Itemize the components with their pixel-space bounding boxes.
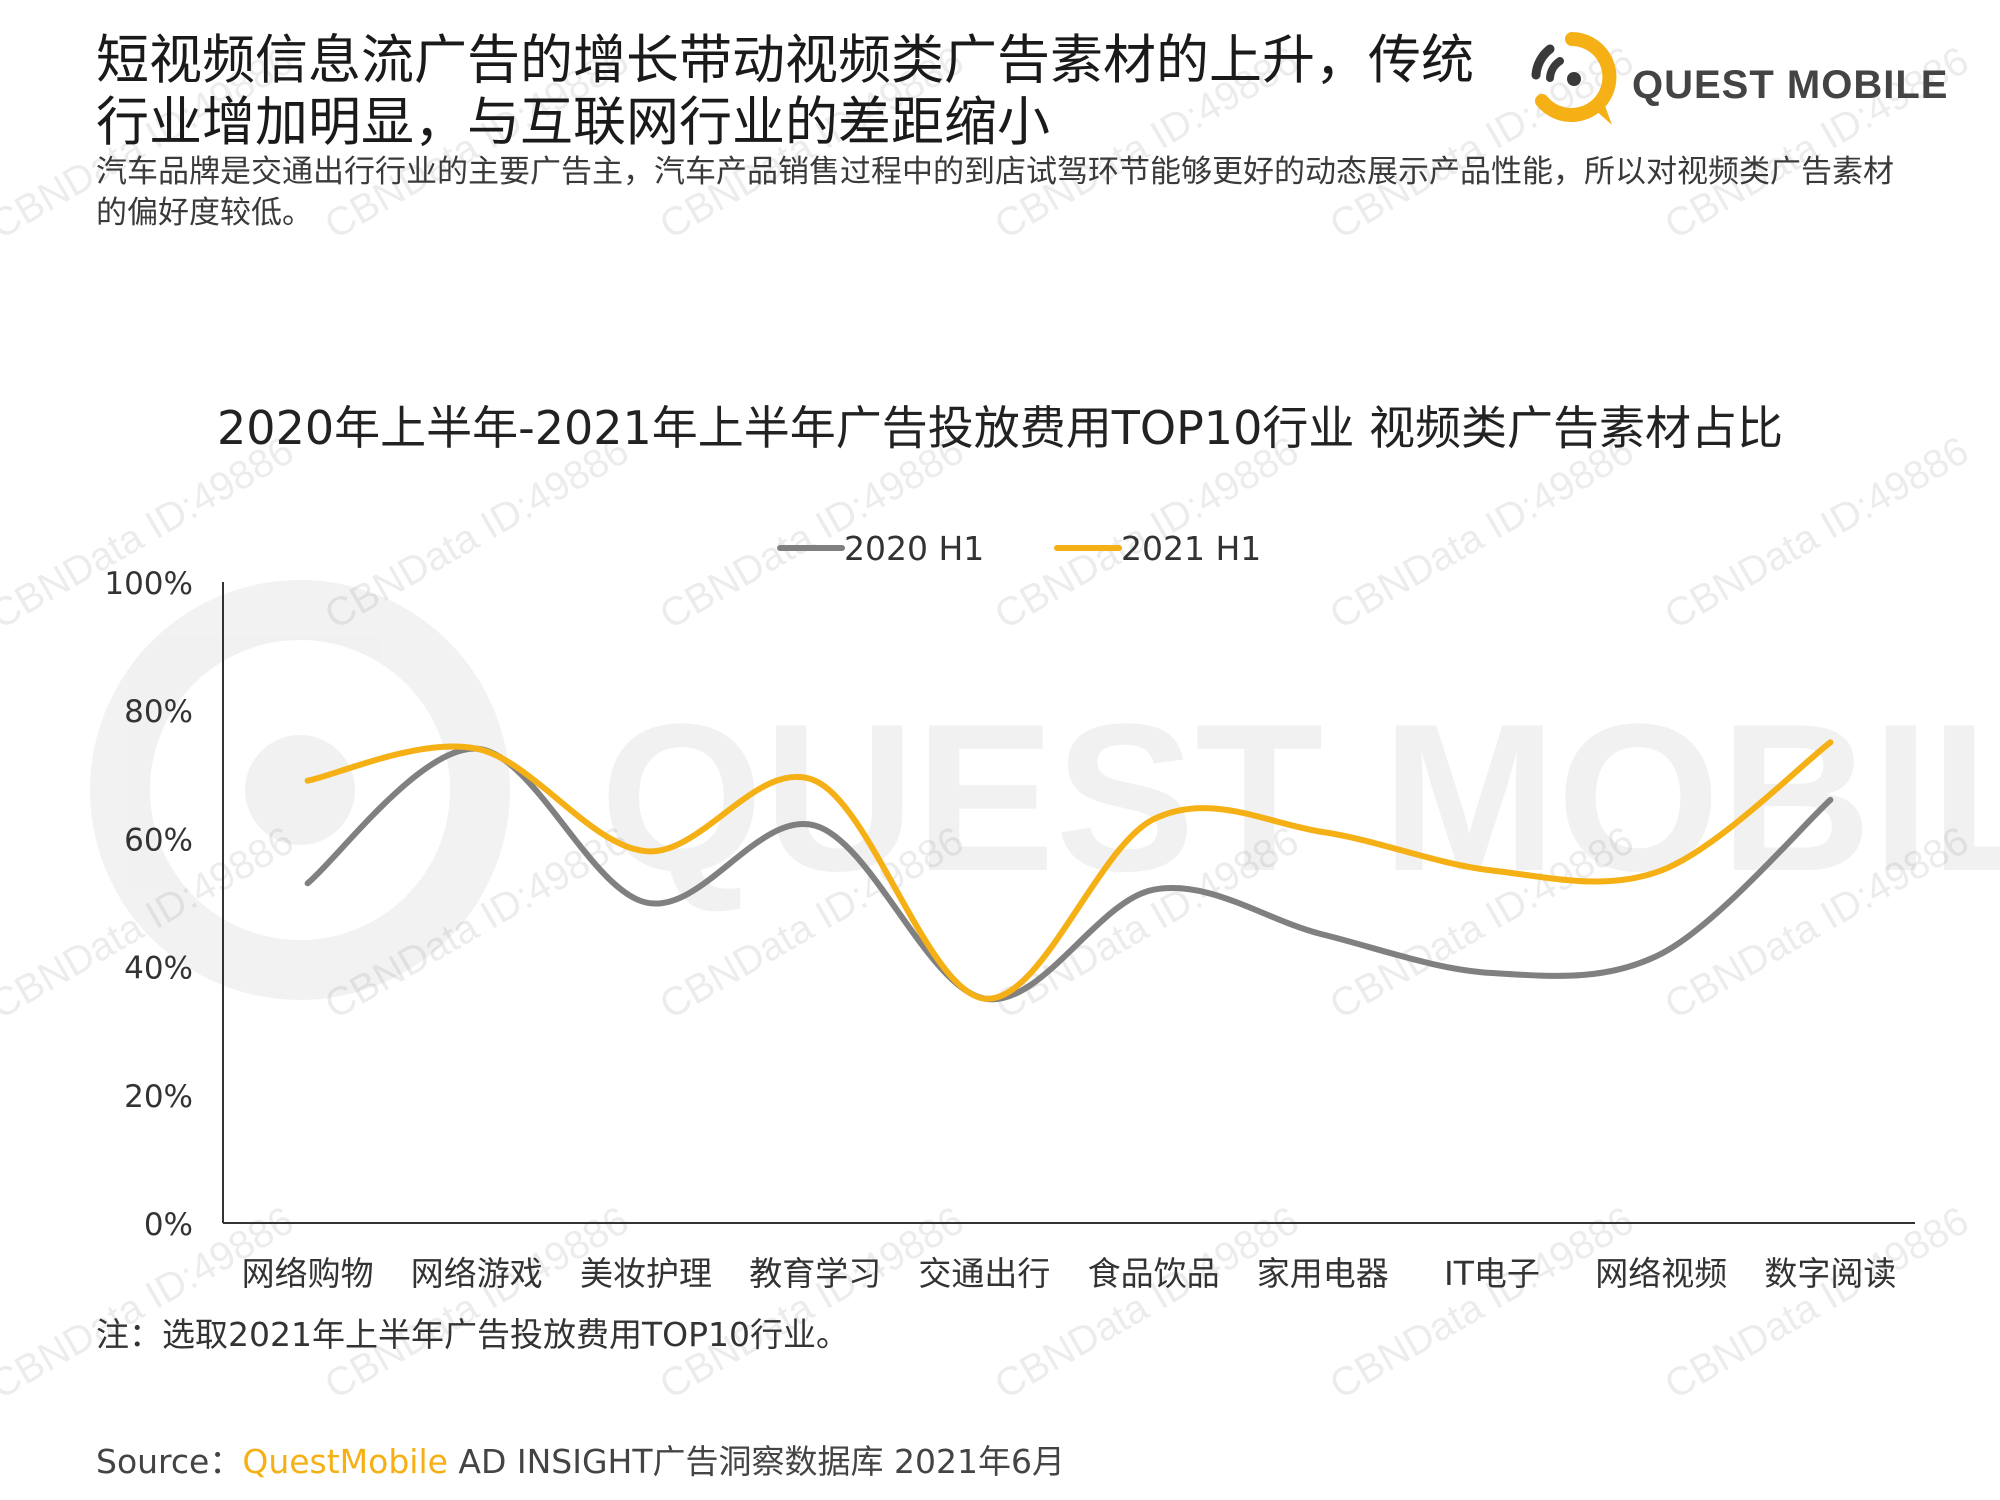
x-tick-label: 美妆护理 [580,1254,712,1293]
y-tick-label: 0% [144,1207,193,1243]
x-tick-label: 网络视频 [1595,1254,1727,1293]
series-line-2 [304,739,1834,1002]
source-brand: QuestMobile [242,1442,448,1481]
page-headline: 短视频信息流广告的增长带动视频类广告素材的上升，传统行业增加明显，与互联网行业的… [96,30,1474,153]
brand-logo: QUEST MOBILE [1520,25,1947,125]
x-tick-label: 交通出行 [918,1254,1050,1293]
chart-note: 注：选取2021年上半年广告投放费用TOP10行业。 [96,1315,850,1354]
x-tick-label: IT电子 [1444,1254,1540,1293]
x-tick-label: 网络购物 [242,1254,374,1293]
x-tick-label: 数字阅读 [1764,1254,1896,1293]
page-subhead: 汽车品牌是交通出行行业的主要广告主，汽车产品销售过程中的到店试驾环节能够更好的动… [96,154,1894,231]
source-rest: AD INSIGHT广告洞察数据库 2021年6月 [447,1442,1065,1481]
x-tick-label: 教育学习 [749,1254,881,1293]
x-tick-label: 网络游戏 [411,1254,543,1293]
y-tick-label: 80% [124,694,193,730]
series-line-1 [304,745,1834,1003]
y-tick-label: 40% [124,951,193,987]
y-tick-label: 20% [124,1079,193,1115]
brand-name: QUEST MOBILE [1632,63,1949,107]
x-tick-label: 家用电器 [1257,1254,1389,1293]
quest-mobile-logo-icon [1531,32,1617,125]
source-line: Source：QuestMobile AD INSIGHT广告洞察数据库 202… [96,1435,1065,1483]
legend-label-1: 2020 H1 [844,529,984,568]
chart-title: 2020年上半年-2021年上半年广告投放费用TOP10行业 视频类广告素材占比 [217,401,1783,455]
source-label: Source： [96,1442,243,1481]
legend-label-2: 2021 H1 [1121,529,1261,568]
y-tick-label: 60% [124,822,193,858]
y-tick-label: 100% [104,566,193,602]
x-tick-label: 食品饮品 [1088,1254,1220,1293]
